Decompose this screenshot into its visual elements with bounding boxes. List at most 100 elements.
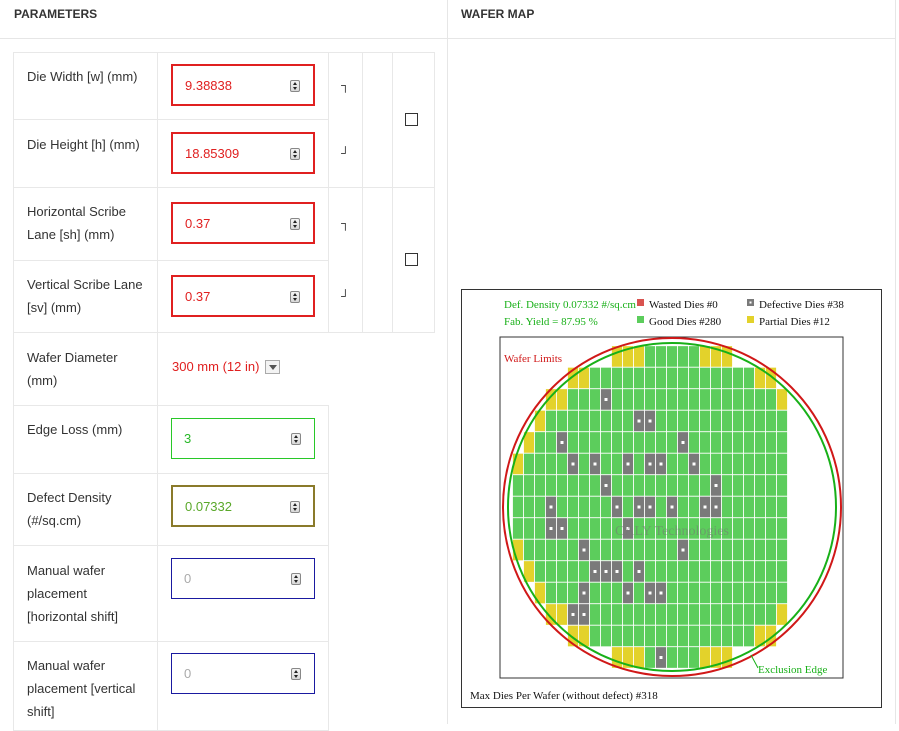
defect-dot (571, 462, 575, 466)
die-good (776, 452, 788, 476)
die-good (622, 366, 634, 390)
die-good (699, 409, 711, 433)
die-good (611, 624, 623, 648)
die-good (721, 474, 733, 497)
defect-dot (637, 570, 641, 573)
die-good (600, 581, 612, 605)
die-good (534, 495, 546, 519)
defect-dot (615, 505, 619, 509)
die-partial (699, 646, 711, 669)
edge-loss-input[interactable]: 3 (171, 418, 315, 459)
defect-density-input[interactable]: 0.07332 (171, 485, 315, 527)
die-good (622, 495, 634, 519)
h-shift-spinner-icon[interactable] (291, 573, 301, 585)
die-good (644, 366, 656, 390)
die-good (611, 581, 623, 605)
link-bracket-bottom-2: ┘ (341, 289, 350, 303)
die-good (688, 603, 700, 626)
wafer-diameter-value: 300 mm (12 in) (172, 359, 260, 374)
die-good (600, 495, 612, 519)
die-good (688, 538, 700, 562)
h-shift-placeholder: 0 (184, 571, 192, 586)
die-good (578, 409, 590, 433)
die-good (600, 431, 612, 454)
die-good (688, 409, 700, 433)
die-good (699, 603, 711, 626)
defect-dot (582, 548, 586, 552)
die-good (732, 366, 744, 390)
link-bracket-top-2: ┐ (341, 216, 350, 230)
die-good (534, 560, 546, 583)
die-good (754, 538, 766, 562)
die-good (512, 474, 524, 497)
v-scribe-spinner-icon[interactable] (290, 291, 300, 303)
die-good (523, 538, 535, 562)
die-good (754, 560, 766, 583)
die-good (677, 581, 689, 605)
die-width-input[interactable]: 9.38838 (171, 64, 315, 106)
die-good (677, 409, 689, 433)
defect-dot (593, 462, 597, 466)
h-scribe-input[interactable]: 0.37 (171, 202, 315, 244)
wafer-diameter-label: Wafer Diameter (mm) (27, 350, 118, 388)
v-shift-spinner-icon[interactable] (291, 668, 301, 680)
die-good (754, 409, 766, 433)
die-good (754, 603, 766, 626)
legend-wasted-label: Wasted Dies #0 (649, 299, 718, 311)
defect-density-spinner-icon[interactable] (290, 501, 300, 513)
die-good (666, 624, 678, 648)
die-good (655, 624, 667, 648)
wafer-diameter-select[interactable]: 300 mm (12 in) (172, 359, 280, 377)
die-good (743, 495, 755, 519)
die-good (600, 366, 612, 390)
edge-loss-spinner-icon[interactable] (291, 433, 301, 445)
h-shift-input[interactable]: 0 (171, 558, 315, 599)
die-width-spinner-icon[interactable] (290, 80, 300, 92)
chevron-down-icon[interactable] (265, 360, 280, 374)
die-good (567, 495, 579, 519)
die-height-spinner-icon[interactable] (290, 148, 300, 160)
h-scribe-spinner-icon[interactable] (290, 218, 300, 230)
die-good (534, 452, 546, 476)
cell-check-2 (392, 187, 435, 333)
defect-dot (604, 398, 608, 401)
die-good (732, 517, 744, 540)
die-good (666, 366, 678, 390)
die-good (622, 388, 634, 411)
die-good (677, 345, 689, 368)
die-good (743, 560, 755, 583)
defect-dot (571, 613, 575, 616)
die-good (644, 474, 656, 497)
legend-partial-label: Partial Dies #12 (759, 316, 830, 328)
die-good (754, 581, 766, 605)
die-good (776, 517, 788, 540)
die-good (622, 560, 634, 583)
die-good (655, 388, 667, 411)
die-good (754, 431, 766, 454)
die-good (655, 366, 667, 390)
lock-scribe-checkbox[interactable] (405, 253, 418, 266)
die-good (600, 603, 612, 626)
lock-die-size-checkbox[interactable] (405, 113, 418, 126)
die-good (644, 603, 656, 626)
die-good (523, 474, 535, 497)
die-good (655, 474, 667, 497)
die-good (699, 474, 711, 497)
die-good (721, 495, 733, 519)
die-good (765, 517, 777, 540)
die-good (578, 495, 590, 519)
die-good (743, 474, 755, 497)
die-good (545, 409, 557, 433)
die-partial (633, 646, 645, 669)
v-shift-input[interactable]: 0 (171, 653, 315, 694)
die-good (677, 452, 689, 476)
legend-good-label: Good Dies #280 (649, 316, 722, 328)
die-height-input[interactable]: 18.85309 (171, 132, 315, 174)
v-scribe-input[interactable]: 0.37 (171, 275, 315, 317)
die-partial (721, 646, 733, 669)
die-good (523, 452, 535, 476)
die-good (743, 431, 755, 454)
die-good (622, 538, 634, 562)
v-shift-label: Manual wafer placement [vertical shift] (27, 658, 136, 719)
die-good (666, 603, 678, 626)
